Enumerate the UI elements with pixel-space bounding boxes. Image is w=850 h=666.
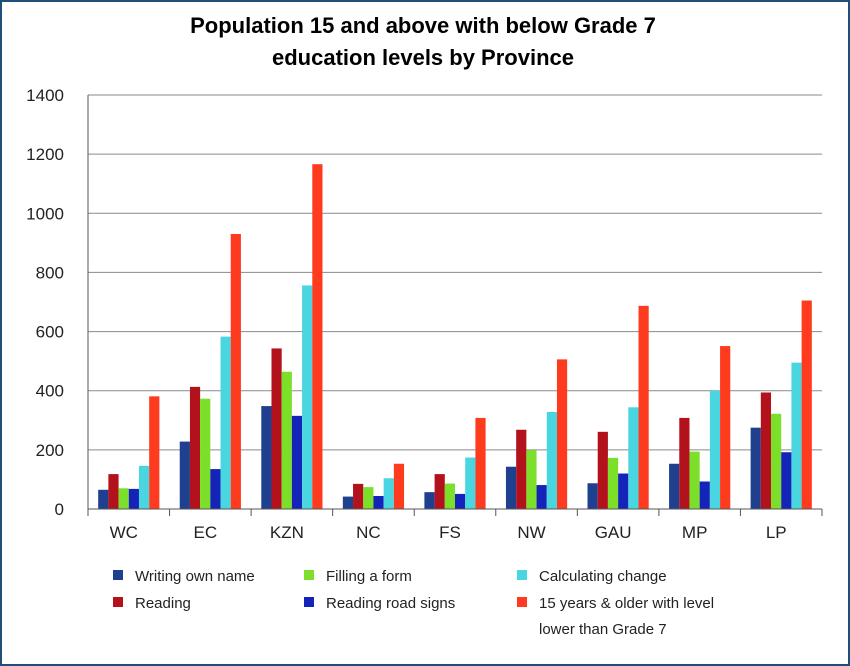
bar <box>638 305 649 509</box>
bar <box>679 417 690 509</box>
bar <box>138 465 150 509</box>
x-axis: WC EC KZN NC FS NW GAU MP LP <box>87 508 823 542</box>
bar <box>149 396 160 509</box>
bar <box>771 413 782 509</box>
legend-label: Reading road signs <box>326 595 455 612</box>
bar <box>291 415 303 509</box>
bar <box>628 407 639 509</box>
x-category-label: FS <box>439 523 461 542</box>
legend-label: lower than Grade 7 <box>539 621 667 638</box>
bar <box>546 412 557 509</box>
legend-label: Reading <box>135 595 191 612</box>
bar <box>312 164 323 509</box>
bar <box>210 469 221 509</box>
x-category-label: EC <box>194 523 218 542</box>
x-category-label: MP <box>682 523 708 542</box>
bar <box>689 451 700 509</box>
legend-swatch <box>304 597 314 607</box>
bar <box>455 493 466 509</box>
bar <box>179 441 190 509</box>
x-category-label: LP <box>766 523 787 542</box>
bar <box>760 392 772 509</box>
bar <box>383 478 394 509</box>
bar <box>424 492 435 509</box>
bar <box>200 398 211 509</box>
x-category-label: WC <box>110 523 138 542</box>
gridlines <box>88 94 822 451</box>
y-tick-label: 600 <box>36 323 64 342</box>
bar <box>720 346 731 509</box>
bar <box>444 483 455 509</box>
y-tick-label: 1400 <box>26 86 64 105</box>
bar <box>556 359 568 509</box>
bar <box>261 406 272 509</box>
chart-title-line-2: education levels by Province <box>271 45 574 70</box>
bar <box>98 489 109 509</box>
bar <box>801 300 812 509</box>
y-axis: 0 200 400 600 800 1000 1200 1400 <box>26 86 89 519</box>
bar <box>465 457 476 509</box>
bar <box>434 474 445 509</box>
chart-title: Population 15 and above with below Grade… <box>0 10 846 74</box>
legend-label: Calculating change <box>539 568 667 585</box>
bar <box>607 457 619 509</box>
bar <box>750 427 761 509</box>
bar <box>363 487 374 509</box>
x-category-label: NW <box>517 523 545 542</box>
bar <box>189 386 201 509</box>
legend-swatch <box>304 570 314 580</box>
bar <box>342 496 354 509</box>
bar <box>393 463 405 509</box>
legend-swatch <box>113 597 123 607</box>
bar <box>373 495 384 509</box>
bar <box>505 466 517 509</box>
bar <box>791 362 802 509</box>
bar <box>271 348 282 509</box>
bar <box>536 485 547 509</box>
y-tick-label: 0 <box>55 500 64 519</box>
y-tick-label: 400 <box>36 382 64 401</box>
y-tick-label: 1000 <box>26 204 64 223</box>
bar <box>128 488 139 509</box>
bar <box>699 481 710 509</box>
x-category-label: GAU <box>595 523 632 542</box>
legend: Writing own name Filling a form Calculatin… <box>113 568 714 638</box>
bar <box>781 452 792 509</box>
bar <box>516 429 527 509</box>
bar <box>475 417 486 509</box>
y-tick-label: 200 <box>36 441 64 460</box>
bar <box>709 390 721 509</box>
bar <box>587 483 598 509</box>
x-category-label: NC <box>356 523 381 542</box>
bar <box>118 488 129 509</box>
bar <box>220 336 231 509</box>
bar <box>669 463 680 509</box>
legend-label: 15 years & older with level <box>539 595 714 612</box>
chart-title-line-1: Population 15 and above with below Grade… <box>190 13 656 38</box>
legend-label: Filling a form <box>326 568 412 585</box>
bar <box>353 483 364 509</box>
bar <box>302 285 313 509</box>
legend-swatch <box>517 570 527 580</box>
x-category-label: KZN <box>270 523 304 542</box>
bar <box>597 431 608 509</box>
legend-swatch <box>113 570 123 580</box>
bars <box>98 164 812 509</box>
bar <box>230 233 241 509</box>
bar <box>618 473 629 509</box>
legend-label: Writing own name <box>135 568 255 585</box>
bar <box>526 450 537 509</box>
y-tick-label: 1200 <box>26 145 64 164</box>
legend-swatch <box>517 597 527 607</box>
bar <box>108 474 119 509</box>
y-tick-label: 800 <box>36 263 64 282</box>
bar <box>281 371 292 509</box>
